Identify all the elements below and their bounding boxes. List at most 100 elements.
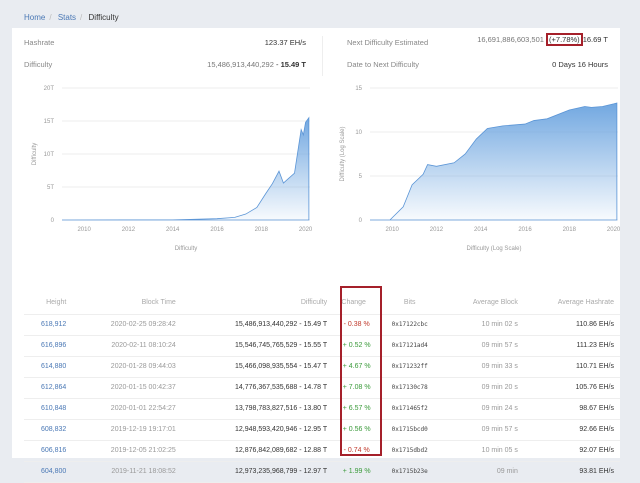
average-block-cell: 09 min 57 s [445, 419, 524, 441]
change-column-highlight [340, 286, 382, 456]
bits-cell: 0x1715bcd0 [380, 419, 446, 441]
average-block-cell: 09 min 24 s [445, 398, 524, 420]
breadcrumb-home[interactable]: Home [24, 13, 46, 22]
average-hashrate-cell: 105.76 EH/s [523, 377, 620, 399]
breadcrumb-current: Difficulty [88, 13, 119, 22]
table-row: 618,912 2020-02-25 09:28:42 15,486,913,440… [24, 314, 620, 336]
difficulty-cell: 15,466,098,935,554 - 15.47 T [181, 356, 334, 378]
column-header[interactable]: Change [333, 292, 381, 315]
average-hashrate-cell: 110.86 EH/s [523, 314, 620, 336]
breadcrumb: Home / Stats / Difficulty [24, 13, 119, 22]
average-hashrate-cell: 111.23 EH/s [523, 335, 620, 357]
difficulty-card: Hashrate 123.37 EH/s Difficulty 15,486,9… [12, 28, 621, 483]
average-hashrate-cell: 92.66 EH/s [523, 419, 620, 441]
y-tick-label: 10 [355, 130, 362, 136]
table-row: 612,864 2020-01-15 00:42:37 14,776,367,535… [24, 377, 620, 399]
x-tick-label: 2016 [518, 227, 532, 233]
difficulty-value: 15,486,913,440,292 - 15.49 T [207, 60, 306, 69]
height-link[interactable]: 610,848 [24, 398, 73, 420]
bits-cell: 0x1715b23e [380, 461, 446, 483]
column-header[interactable]: Block Time [72, 292, 182, 315]
change-cell: + 6.57 % [333, 398, 381, 420]
y-tick-label: 0 [359, 218, 363, 224]
height-link[interactable]: 614,880 [24, 356, 73, 378]
column-header[interactable]: Average Hashrate [523, 292, 620, 315]
change-cell: + 7.08 % [333, 377, 381, 399]
average-block-cell: 09 min [445, 461, 524, 483]
bits-cell: 0x17122cbc [380, 314, 446, 336]
difficulty-cell: 14,776,367,535,688 - 14.78 T [181, 377, 334, 399]
bits-cell: 0x17121ad4 [380, 335, 446, 357]
x-tick-label: 2014 [474, 227, 488, 233]
average-block-cell: 09 min 20 s [445, 377, 524, 399]
average-hashrate-cell: 110.71 EH/s [523, 356, 620, 378]
x-axis-label: Difficulty (Log Scale) [467, 246, 522, 252]
block-time: 2020-02-25 09:28:42 [72, 314, 182, 336]
change-cell: + 1.99 % [333, 461, 381, 483]
height-link[interactable]: 604,800 [24, 461, 73, 483]
height-link[interactable]: 618,912 [24, 314, 73, 336]
y-axis-label: Difficulty [32, 143, 38, 166]
x-tick-label: 2018 [563, 227, 577, 233]
bits-cell: 0x1715dbd2 [380, 440, 446, 462]
table-row: 608,832 2019-12-19 19:17:01 12,948,593,420… [24, 419, 620, 441]
difficulty-cell: 12,948,593,420,946 - 12.95 T [181, 419, 334, 441]
breadcrumb-stats[interactable]: Stats [57, 13, 77, 22]
change-cell: + 0.52 % [333, 335, 381, 357]
table-row: 610,848 2020-01-01 22:54:27 13,798,783,827… [24, 398, 620, 420]
difficulty-cell: 12,876,842,089,682 - 12.88 T [181, 440, 334, 462]
average-hashrate-cell: 92.07 EH/s [523, 440, 620, 462]
area-series [61, 116, 310, 221]
block-time: 2020-02-11 08:10:24 [72, 335, 182, 357]
average-block-cell: 10 min 05 s [445, 440, 524, 462]
column-header[interactable]: Bits [380, 292, 446, 315]
difficulty-cell: 13,798,783,827,516 - 13.80 T [181, 398, 334, 420]
average-hashrate-cell: 93.81 EH/s [523, 461, 620, 483]
change-cell: + 0.56 % [333, 419, 381, 441]
difficulty-chart: 0 5T 10T 15T 20T 2010 2012 2014 2016 2018 2020 Diff… [32, 86, 313, 252]
y-tick-label: 20T [44, 86, 55, 92]
x-tick-label: 2018 [255, 227, 269, 233]
x-tick-label: 2020 [299, 227, 313, 233]
bits-cell: 0x171465f2 [380, 398, 446, 420]
block-time: 2020-01-28 09:44:03 [72, 356, 182, 378]
height-link[interactable]: 612,864 [24, 377, 73, 399]
difficulty-log-chart: 0 5 10 15 2010 2012 2014 2016 2018 2020 Difficulty… [340, 86, 621, 252]
y-tick-label: 5T [47, 185, 54, 191]
y-tick-label: 0 [51, 218, 55, 224]
next-change-highlight: (+7.78%) [546, 33, 583, 46]
next-difficulty-label: Next Difficulty Estimated [347, 38, 429, 47]
y-tick-label: 10T [44, 152, 55, 158]
column-header[interactable]: Height [24, 292, 73, 315]
table-row: 614,880 2020-01-28 09:44:03 15,466,098,935… [24, 356, 620, 378]
column-header[interactable]: Difficulty [181, 292, 334, 315]
area-series [370, 102, 618, 221]
block-time: 2019-11-21 18:08:52 [72, 461, 182, 483]
column-header[interactable]: Average Block [445, 292, 524, 315]
height-link[interactable]: 606,816 [24, 440, 73, 462]
average-block-cell: 10 min 02 s [445, 314, 524, 336]
height-link[interactable]: 616,896 [24, 335, 73, 357]
difficulty-cell: 15,546,745,765,529 - 15.55 T [181, 335, 334, 357]
block-time: 2020-01-01 22:54:27 [72, 398, 182, 420]
x-tick-label: 2014 [166, 227, 180, 233]
x-axis-label: Difficulty [175, 246, 198, 252]
difficulty-cell: 15,486,913,440,292 - 15.49 T [181, 314, 334, 336]
hashrate-value: 123.37 EH/s [264, 38, 306, 47]
next-difficulty-value: 16,691,886,603,501 (+7.78%) 16.69 T [477, 33, 608, 46]
difficulty-label: Difficulty [24, 60, 53, 69]
average-block-cell: 09 min 33 s [445, 356, 524, 378]
y-tick-label: 15T [44, 119, 55, 125]
average-block-cell: 09 min 57 s [445, 335, 524, 357]
hashrate-label: Hashrate [24, 38, 55, 47]
block-time: 2019-12-05 21:02:25 [72, 440, 182, 462]
x-tick-label: 2012 [122, 227, 136, 233]
change-cell: + 4.67 % [333, 356, 381, 378]
block-time: 2019-12-19 19:17:01 [72, 419, 182, 441]
change-cell: - 0.38 % [333, 314, 381, 336]
table-row: 606,816 2019-12-05 21:02:25 12,876,842,089… [24, 440, 620, 462]
date-next-label: Date to Next Difficulty [347, 60, 419, 69]
x-tick-label: 2012 [430, 227, 444, 233]
height-link[interactable]: 608,832 [24, 419, 73, 441]
table-row: 616,896 2020-02-11 08:10:24 15,546,745,765… [24, 335, 620, 357]
